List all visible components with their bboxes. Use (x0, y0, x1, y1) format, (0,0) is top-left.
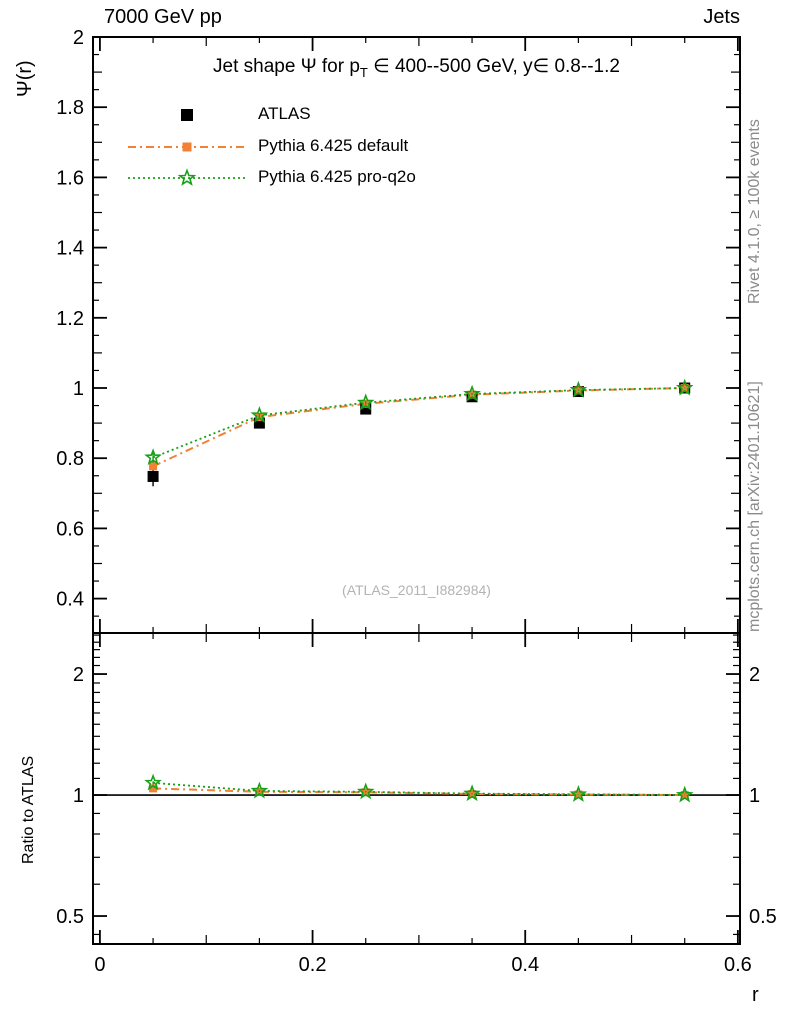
main-y-tick-label: 1.2 (56, 308, 84, 330)
pythia-proq2o-data-points (144, 378, 694, 466)
main-y-tick-label: 1.4 (56, 238, 84, 260)
ratio-y-tick-label-left: 2 (73, 664, 84, 686)
plot-title-text: Jet shape Ψ for p (213, 56, 360, 77)
legend-markers (128, 109, 246, 186)
main-y-tick-label: 0.6 (56, 518, 84, 540)
analysis-id-watermark: (ATLAS_2011_I882984) (342, 582, 491, 598)
y-axis-label: Ψ(r) (14, 60, 36, 97)
ratio-pythia-proq2o-points (144, 773, 694, 803)
ratio-series-lines (153, 782, 685, 796)
plot-title-range: ∈ 400--500 GeV, y∈ 0.8--1.2 (367, 56, 620, 77)
tick-labels: 0.4 0.6 0.8 1 1.2 1.4 1.6 1.8 2 0.5 0.5 1 1 2 2 0 0.2 0.4… (56, 27, 777, 976)
x-tick-label: 0 (94, 954, 105, 976)
ratio-y-tick-label-right: 1 (749, 785, 760, 807)
x-tick-label: 0.6 (724, 954, 752, 976)
atlas-data-points (147, 382, 691, 487)
mcplots-arxiv-label: mcplots.cern.ch [arXiv:2401.10621] (746, 381, 763, 632)
legend-label-atlas: ATLAS (258, 104, 311, 123)
panel-frames (92, 36, 741, 945)
x-axis-label: r (752, 984, 759, 1006)
main-y-tick-label: 0.8 (56, 448, 84, 470)
legend-label-pythia-proq2o: Pythia 6.425 pro-q2o (258, 167, 416, 186)
x-tick-label: 0.2 (299, 954, 327, 976)
ratio-y-tick-label-left: 1 (73, 785, 84, 807)
beam-header-label: 7000 GeV pp (104, 6, 222, 28)
plot-title: Jet shape Ψ for pT ∈ 400--500 GeV, y∈ 0.… (93, 55, 740, 80)
main-y-tick-label: 2 (73, 27, 84, 49)
main-panel-frame (92, 36, 741, 634)
ratio-axis-label: Ratio to ATLAS (20, 755, 37, 864)
legend-label-pythia-default: Pythia 6.425 default (258, 136, 409, 155)
main-y-tick-label: 1.6 (56, 167, 84, 189)
rivet-version-label: Rivet 4.1.0, ≥ 100k events (746, 119, 763, 304)
ratio-y-tick-label-right: 0.5 (749, 906, 777, 928)
process-header-label: Jets (703, 6, 740, 28)
ratio-panel-frame (92, 632, 741, 945)
ratio-y-tick-label-right: 2 (749, 664, 760, 686)
plot-title-subscript: T (359, 64, 368, 80)
main-y-tick-label: 1.8 (56, 97, 84, 119)
main-series-lines (152, 387, 685, 468)
pythia-default-data-points (149, 384, 689, 471)
axis-ticks (93, 36, 740, 944)
x-tick-label: 0.4 (511, 954, 539, 976)
main-y-tick-label: 1 (73, 378, 84, 400)
ratio-y-tick-label-left: 0.5 (56, 906, 84, 928)
main-y-tick-label: 0.4 (56, 589, 84, 611)
